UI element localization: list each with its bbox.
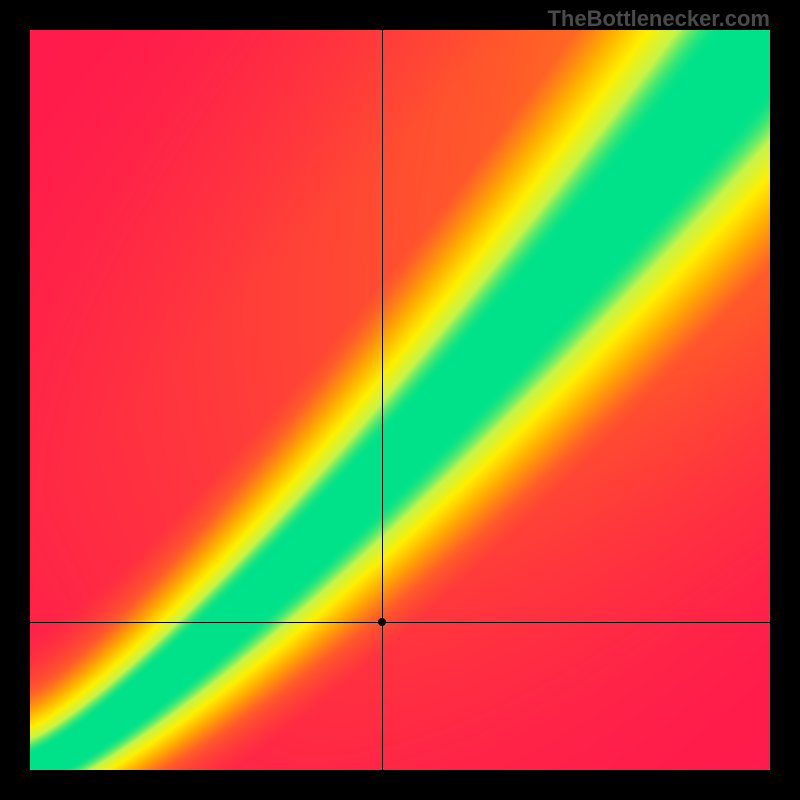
crosshair-marker-dot bbox=[378, 618, 386, 626]
crosshair-vertical bbox=[382, 30, 383, 770]
crosshair-horizontal bbox=[30, 622, 770, 623]
heatmap-plot bbox=[30, 30, 770, 770]
watermark-text: TheBottlenecker.com bbox=[547, 6, 770, 32]
heatmap-canvas bbox=[30, 30, 770, 770]
